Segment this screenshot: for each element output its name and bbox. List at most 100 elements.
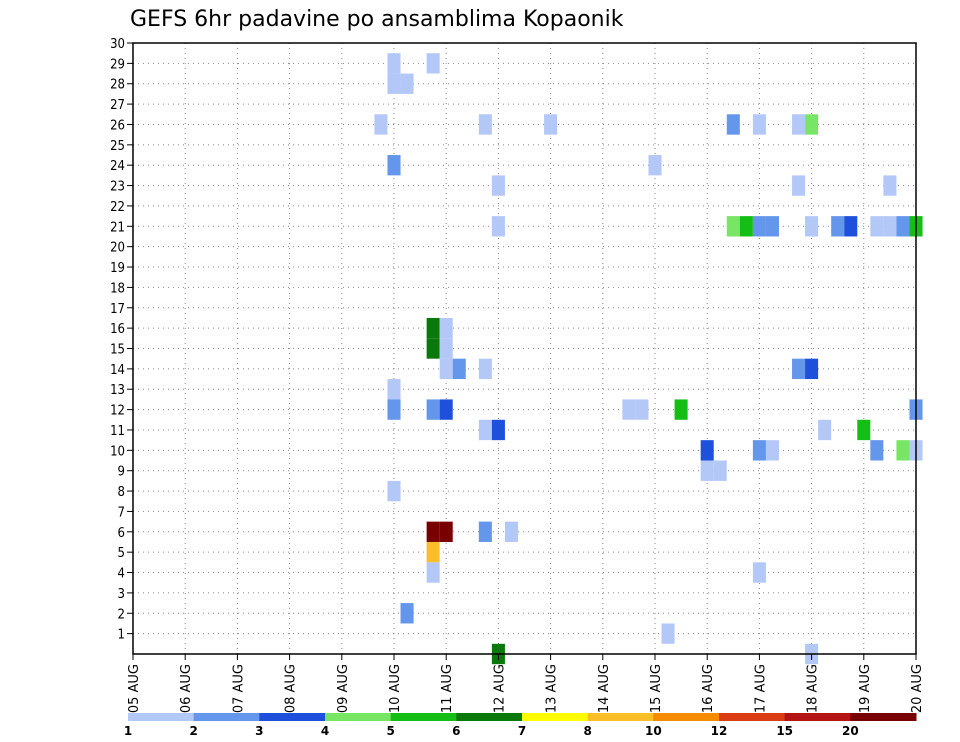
heatmap-cell xyxy=(844,216,858,237)
heatmap-cell xyxy=(883,175,897,196)
colorbar-swatch xyxy=(259,713,326,721)
heatmap-cell xyxy=(648,155,662,176)
y-tick-label: 1 xyxy=(118,628,125,643)
y-tick-label: 17 xyxy=(110,302,125,317)
heatmap-cell xyxy=(818,419,832,441)
heatmap-cell xyxy=(478,419,492,441)
colorbar-swatch xyxy=(193,713,260,721)
x-tick-label: 06 AUG xyxy=(179,664,194,713)
colorbar-swatch xyxy=(784,713,851,721)
heatmap-cell xyxy=(478,114,492,135)
y-tick-label: 30 xyxy=(110,37,125,52)
heatmap-cell xyxy=(400,603,414,624)
heatmap-cell xyxy=(752,440,766,461)
colorbar: 1 2 3 4 5 6 7 8 10 12 15 20 xyxy=(124,713,917,738)
heatmap-cell xyxy=(792,175,806,196)
colorbar-swatch xyxy=(325,713,392,721)
heatmap-cell xyxy=(452,358,466,380)
y-tick-label: 25 xyxy=(110,139,125,154)
y-tick-label: 3 xyxy=(118,587,125,602)
heatmap-cell xyxy=(504,521,518,542)
y-tick-label: 8 xyxy=(118,485,125,500)
x-tick-label: 16 AUG xyxy=(701,664,716,713)
y-tick-label: 20 xyxy=(110,241,125,256)
heatmap-cell xyxy=(426,399,440,420)
heatmap-cell xyxy=(805,114,819,135)
heatmap-cell xyxy=(400,73,414,94)
heatmap-cell xyxy=(544,114,558,135)
heatmap-cell xyxy=(739,216,753,237)
y-tick-label: 9 xyxy=(118,465,125,480)
x-tick-label: 09 AUG xyxy=(336,664,351,713)
x-tick-label: 14 AUG xyxy=(597,664,612,713)
x-tick-label: 10 AUG xyxy=(388,664,403,713)
colorbar-swatch xyxy=(653,713,720,721)
colorbar-swatch xyxy=(522,713,589,721)
heatmap-cell xyxy=(426,541,440,563)
heatmap-cell xyxy=(857,419,871,441)
y-tick-label: 5 xyxy=(118,546,125,561)
heatmap-cell xyxy=(752,216,766,237)
grid xyxy=(133,42,917,654)
heatmap-cell xyxy=(700,440,714,461)
y-tick-label: 23 xyxy=(110,180,125,195)
colorbar-swatch xyxy=(587,713,654,721)
heatmap-cell xyxy=(896,440,910,461)
colorbar-label: 20 xyxy=(842,724,859,738)
y-tick-label: 19 xyxy=(110,261,125,276)
heatmap-cell xyxy=(870,216,884,237)
x-tick-label: 18 AUG xyxy=(806,664,821,713)
x-tick-label: 20 AUG xyxy=(910,664,925,713)
y-tick-label: 11 xyxy=(110,424,125,439)
colorbar-swatch xyxy=(390,713,457,721)
x-tick-label: 17 AUG xyxy=(753,664,768,713)
colorbar-label: 7 xyxy=(518,724,526,738)
heatmap-cell xyxy=(491,175,505,196)
colorbar-label: 6 xyxy=(452,724,460,738)
y-tick-label: 13 xyxy=(110,383,125,398)
x-tick-label: 07 AUG xyxy=(231,664,246,713)
heatmap-cell xyxy=(805,216,819,237)
y-tick-label: 12 xyxy=(110,404,125,419)
colorbar-swatch xyxy=(128,713,195,721)
y-tick-label: 6 xyxy=(118,526,125,541)
colorbar-swatch xyxy=(456,713,523,721)
heatmap-cell xyxy=(700,460,714,481)
heatmap-cell xyxy=(713,460,727,481)
heatmap-cell xyxy=(792,114,806,135)
heatmap-cell xyxy=(622,399,636,420)
heatmap-cell xyxy=(387,155,401,176)
heatmap-cell xyxy=(491,419,505,441)
heatmap-cell xyxy=(726,216,740,237)
heatmap-cell xyxy=(426,338,440,359)
y-tick-label: 14 xyxy=(110,363,125,378)
x-axis: 05 AUG 06 AUG 07 AUG 08 AUG 09 AUG 10 AUG 11 A… xyxy=(127,654,925,713)
heatmap-cell xyxy=(387,53,401,74)
heatmap-cell xyxy=(439,358,453,380)
y-tick-label: 2 xyxy=(118,607,125,622)
x-tick-label: 12 AUG xyxy=(492,664,507,713)
heatmap-cell xyxy=(765,440,779,461)
y-tick-label: 28 xyxy=(110,78,125,93)
heatmap-cell xyxy=(374,114,388,135)
heatmap-cell xyxy=(752,114,766,135)
x-tick-label: 15 AUG xyxy=(649,664,664,713)
colorbar-swatch xyxy=(850,713,917,721)
colorbar-label: 4 xyxy=(321,724,329,738)
heatmap-cell xyxy=(439,338,453,359)
heatmap-cell xyxy=(765,216,779,237)
colorbar-label: 10 xyxy=(645,724,662,738)
heatmap-cell xyxy=(478,358,492,380)
heatmap-cell xyxy=(792,358,806,380)
colorbar-label: 15 xyxy=(776,724,793,738)
heatmap-cell xyxy=(883,216,897,237)
heatmap-cell xyxy=(387,399,401,420)
heatmap-cell xyxy=(439,521,453,542)
y-tick-label: 16 xyxy=(110,322,125,337)
colorbar-label: 2 xyxy=(189,724,197,738)
heatmap-cell xyxy=(439,317,453,339)
y-tick-label: 27 xyxy=(110,98,125,113)
y-tick-label: 22 xyxy=(110,200,125,215)
heatmap-cell xyxy=(478,521,492,542)
